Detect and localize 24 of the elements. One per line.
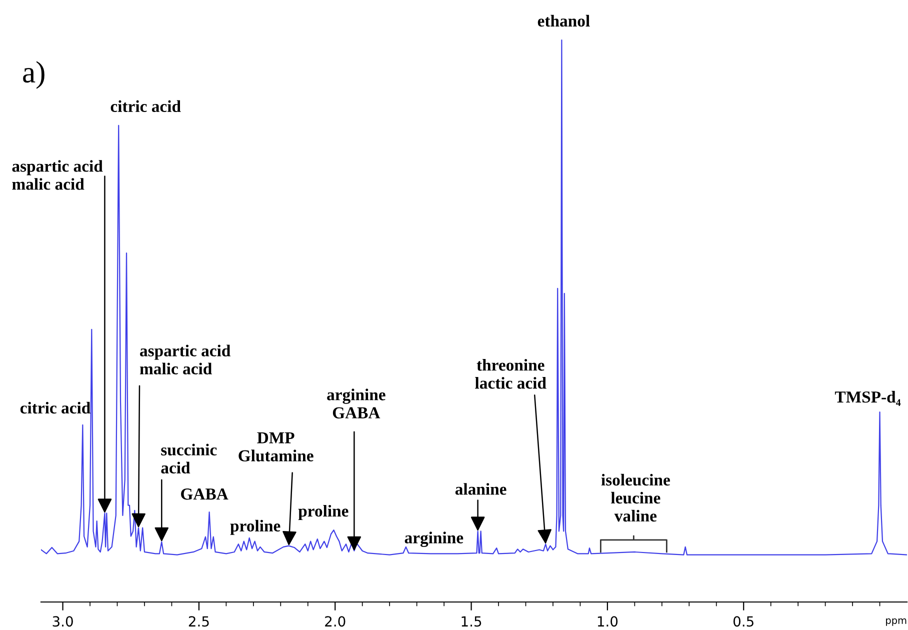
- annotation: GABA: [181, 488, 228, 500]
- x-axis-title: ppm: [886, 618, 906, 626]
- annotation: isoleucine leucine valine: [601, 474, 670, 522]
- x-tick-label: 0.5: [733, 616, 754, 627]
- annotation: aspartic acid malic acid: [140, 344, 230, 374]
- annotation: citric acid: [20, 402, 90, 414]
- x-tick-label: 1.0: [598, 616, 618, 627]
- annotation: arginine: [404, 532, 464, 547]
- annotation: aspartic acid malic acid: [12, 160, 103, 190]
- annotation: arginine GABA: [327, 388, 386, 418]
- annotation: DMP Glutamine: [238, 432, 314, 462]
- x-tick-label: 2.0: [325, 616, 346, 627]
- x-tick-label: 1.5: [462, 616, 482, 627]
- x-tick-label: 2.5: [188, 616, 209, 627]
- annotation: alanine: [455, 483, 506, 495]
- x-tick-label: 3.0: [52, 616, 73, 627]
- annotation: ethanol: [538, 14, 590, 27]
- annotation: threonine lactic acid: [475, 358, 546, 389]
- annotation: citric acid: [110, 100, 181, 112]
- annotation: TMSP-d₄: [834, 390, 901, 406]
- annotation: a): [23, 61, 44, 89]
- annotation: proline: [230, 520, 280, 535]
- annotation: proline: [298, 504, 348, 520]
- annotation: succinic acid: [161, 444, 217, 474]
